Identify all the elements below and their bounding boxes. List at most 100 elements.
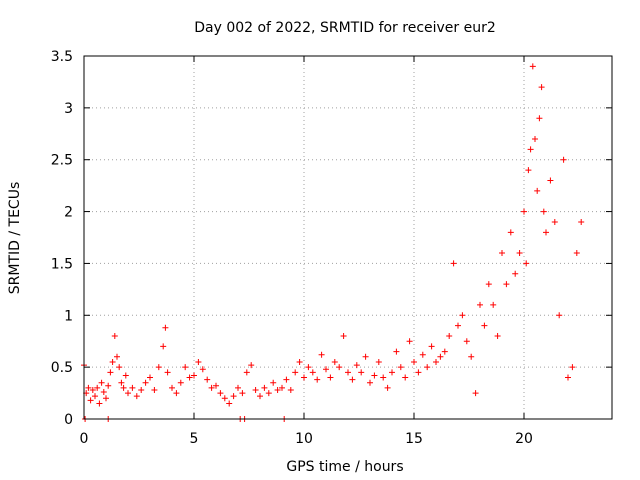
data-point [160, 343, 167, 350]
data-point [349, 376, 356, 383]
data-point [534, 187, 541, 194]
data-point [305, 364, 312, 371]
data-point [375, 358, 382, 365]
data-point [468, 353, 475, 360]
data-point [367, 379, 373, 386]
data-point [265, 390, 272, 397]
data-point [213, 382, 219, 389]
data-point [138, 386, 145, 393]
data-point [248, 362, 255, 369]
data-point [199, 366, 206, 373]
data-point [406, 338, 413, 345]
data-point [279, 384, 285, 391]
y-tick-label: 0 [64, 412, 73, 428]
data-point [182, 364, 189, 371]
data-point [538, 84, 545, 91]
data-point [195, 358, 202, 365]
data-point [323, 366, 329, 373]
data-point [89, 386, 96, 393]
data-point [345, 369, 351, 376]
data-point [358, 369, 365, 376]
data-point [118, 379, 125, 386]
data-point [516, 250, 523, 257]
data-point [485, 281, 492, 288]
data-point [204, 376, 211, 383]
data-point [433, 358, 439, 365]
data-point [402, 374, 409, 381]
data-point [565, 374, 571, 381]
chart-title: Day 002 of 2022, SRMTID for receiver eur… [194, 20, 496, 36]
data-point [103, 395, 109, 402]
data-point [389, 369, 395, 376]
data-point [450, 260, 457, 267]
data-point [521, 208, 527, 215]
data-point [393, 348, 400, 355]
data-point [547, 177, 554, 184]
data-point [490, 301, 497, 308]
data-point [419, 351, 426, 358]
data-point [380, 374, 387, 381]
data-point [525, 167, 532, 174]
data-point [100, 389, 107, 396]
data-point [122, 372, 129, 379]
data-point [327, 374, 334, 381]
x-tick-labels: 0 5 10 15 20 [80, 431, 533, 447]
data-point [107, 369, 114, 376]
data-point [362, 353, 369, 360]
data-point [532, 135, 538, 142]
data-point [507, 229, 514, 236]
data-point [499, 250, 505, 257]
data-point [239, 390, 246, 397]
data-point [120, 384, 127, 391]
y-tick-label: 2 [64, 205, 73, 221]
data-point [512, 270, 519, 277]
data-point [114, 353, 120, 360]
data-point [318, 351, 325, 358]
y-tick-label: 0.5 [51, 360, 73, 376]
data-point [270, 379, 277, 386]
data-point [87, 397, 94, 404]
data-point [125, 390, 131, 397]
data-point [105, 382, 112, 389]
data-point [98, 379, 105, 386]
data-point [252, 386, 259, 393]
data-point [340, 333, 347, 340]
data-point [503, 281, 510, 288]
data-point [371, 372, 378, 379]
data-point [173, 390, 180, 397]
data-point [455, 322, 461, 329]
x-axis-title: GPS time / hours [286, 459, 403, 475]
data-point [162, 324, 169, 331]
data-point [129, 384, 136, 391]
y-axis-title: SRMTID / TECUs [7, 182, 23, 295]
y-tick-label: 3.5 [51, 49, 73, 65]
data-point [569, 364, 576, 371]
data-point [560, 156, 567, 163]
data-point [292, 369, 299, 376]
data-point [494, 333, 501, 340]
data-point [261, 384, 268, 391]
data-point [186, 374, 193, 381]
data-point [191, 372, 197, 379]
data-point [523, 260, 530, 267]
y-tick-label: 2.5 [51, 153, 73, 169]
data-point [459, 312, 466, 319]
data-point [437, 353, 444, 360]
x-tick-label: 15 [405, 431, 423, 447]
data-point [353, 362, 360, 369]
plot-frame [83, 55, 613, 420]
data-point [578, 218, 585, 225]
data-point [463, 338, 470, 345]
x-tick-label: 5 [190, 431, 199, 447]
data-point [155, 364, 162, 371]
data-point [96, 400, 103, 407]
data-point [411, 358, 417, 365]
data-point [415, 369, 422, 376]
data-point [384, 384, 391, 391]
data-point [314, 376, 321, 383]
data-point [274, 386, 281, 393]
data-point [540, 208, 547, 215]
y-tick-label: 1 [64, 308, 73, 324]
